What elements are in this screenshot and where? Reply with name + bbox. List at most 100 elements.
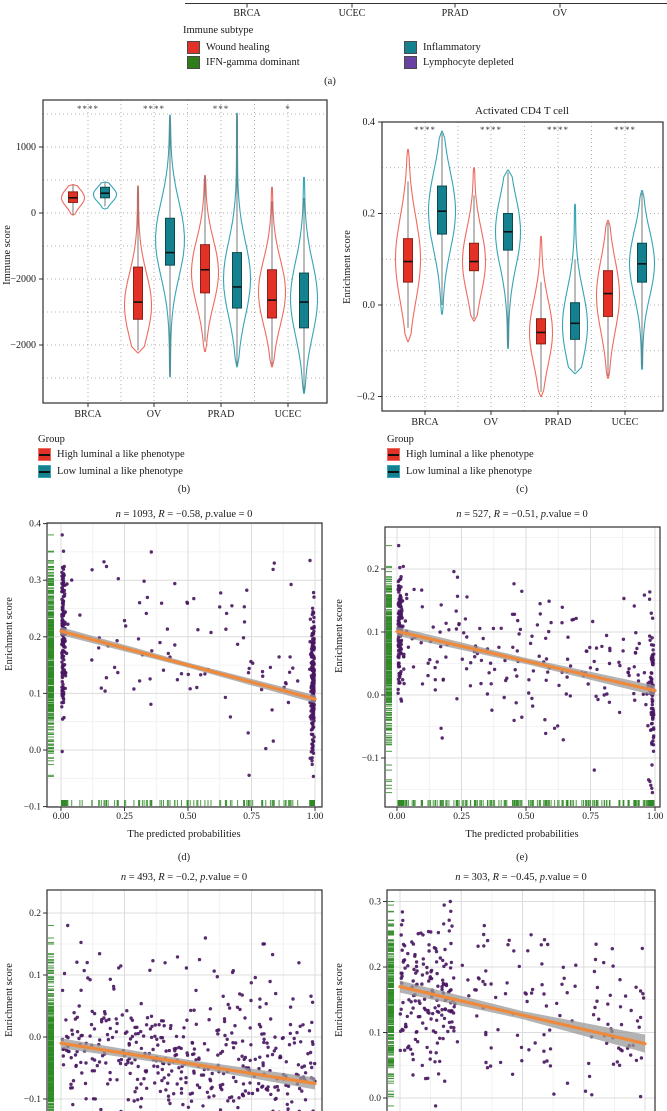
boxplot-box	[570, 302, 580, 340]
significance-stars: ***	[213, 104, 230, 114]
significance-stars: ****	[547, 125, 569, 135]
panel-a-letter: (a)	[324, 76, 336, 87]
regression-line	[59, 629, 317, 701]
boxplot-box	[469, 242, 479, 272]
panel-d-scatter-plot: 0.4 0.3 0.2 0.1 0.0 −0.1 0.00 0.25 0.50 0.75 1.00 T…	[4, 509, 324, 840]
boxplot-box	[536, 318, 546, 345]
violin-ov-red	[123, 185, 153, 354]
wound-healing-swatch-icon	[187, 41, 200, 54]
x-axis-tick-label: 0.00	[53, 812, 70, 822]
plot-frame	[384, 526, 661, 808]
rug-marks	[48, 534, 315, 806]
violin-brca-red	[60, 184, 86, 216]
y-axis-tick-label: 0.0	[363, 300, 376, 311]
y-axis-tick-label: 0.2	[29, 633, 41, 643]
top-axis-category-label: OV	[553, 8, 568, 19]
panel-c-letter: (c)	[516, 484, 528, 495]
x-axis-title: The predicted probabilities	[127, 829, 240, 840]
boxplot-box	[267, 269, 277, 319]
panel-f-scatter-plot: 0.2 0.1 0.0 −0.1 Enrichment score n = 493, R …	[4, 872, 323, 1111]
group-legend-c: Group High luminal a like phenotype Low …	[387, 434, 534, 479]
panel-a-axis-strip: BRCA UCEC PRAD OV	[185, 3, 667, 19]
y-axis-tick-label: 0.2	[369, 963, 381, 973]
low-luminal-boxplot-icon	[387, 465, 400, 478]
group-legend-b: Group High luminal a like phenotype Low …	[38, 434, 185, 479]
group-legend-title: Group	[38, 434, 65, 445]
x-axis-tick-label: 0.75	[582, 812, 599, 822]
legend-item-low-luminal: Low luminal a like phenotype	[387, 464, 534, 479]
x-axis-tick-label: 1.00	[307, 812, 324, 822]
x-axis-tick-label: 1.00	[647, 812, 664, 822]
gridlines	[387, 890, 655, 1111]
x-axis-category-label: OV	[484, 417, 499, 428]
panel-title: n = 493, R = −0.2, p.value = 0	[121, 872, 247, 883]
y-axis-tick-label: 0.0	[29, 1033, 41, 1043]
scatter-points	[398, 899, 646, 1108]
y-axis-title: Enrichment score	[4, 963, 15, 1037]
high-luminal-boxplot-icon	[387, 448, 400, 461]
y-axis-title: Enrichment score	[334, 963, 345, 1037]
boxplot-box	[133, 266, 143, 320]
rug-marks	[386, 545, 655, 806]
violin-ucec-red	[595, 219, 621, 379]
legend-label: Inflammatory	[423, 42, 481, 53]
significance-stars: ****	[480, 125, 502, 135]
panel-e-letter: (e)	[516, 852, 528, 863]
x-axis-tick-label: 0.50	[180, 812, 197, 822]
violin-prad-teal	[222, 112, 252, 368]
significance-stars: ****	[77, 104, 99, 114]
x-axis-category-label: BRCA	[74, 409, 102, 420]
legend-item-wound-healing: Wound healing	[187, 40, 270, 55]
y-axis-title: Enrichment score	[4, 597, 15, 671]
legend-item-inflammatory: Inflammatory	[404, 40, 481, 55]
plot-frame	[381, 121, 664, 412]
regression-line	[395, 629, 657, 693]
violin-ucec-teal	[628, 190, 656, 370]
y-axis-tick-label: 0.1	[369, 1029, 381, 1039]
legend-item-ifn-gamma: IFN-gamma dominant	[187, 55, 300, 70]
gridlines	[382, 121, 663, 411]
x-axis-category-label: PRAD	[208, 409, 235, 420]
y-axis-tick-label: 0	[31, 208, 36, 219]
panel-title: n = 1093, R = −0.58, p.value = 0	[116, 509, 253, 520]
panel-title: n = 303, R = −0.45, p.value = 0	[455, 872, 587, 883]
scatter-points	[60, 533, 316, 779]
legend-item-lymphocyte-depleted: Lymphocyte depleted	[404, 55, 514, 70]
y-axis-title: Enrichment score	[342, 230, 353, 304]
legend-item-high-luminal: High luminal a like phenotype	[387, 447, 534, 462]
plot-frame	[42, 99, 328, 404]
violin-prad-teal	[561, 203, 589, 375]
legend-label: Low luminal a like phenotype	[406, 466, 532, 477]
y-axis-tick-label: −0.2	[357, 392, 375, 403]
legend-label: High luminal a like phenotype	[57, 449, 185, 460]
boxplot-box	[232, 252, 242, 309]
violin-prad-red	[528, 235, 554, 398]
legend-label: High luminal a like phenotype	[406, 449, 534, 460]
y-axis-title: Enrichment score	[334, 599, 345, 673]
rug-marks	[48, 925, 54, 1111]
plot-frame	[386, 889, 656, 1111]
rug-marks	[388, 901, 394, 1107]
plot-frame	[46, 522, 323, 808]
panel-title: Activated CD4 T cell	[475, 105, 569, 117]
regression-line	[59, 1041, 317, 1086]
immune-subtype-legend-title: Immune subtype	[183, 25, 254, 36]
x-axis-tick-label: 0.00	[389, 812, 406, 822]
boxplot-box	[165, 217, 175, 266]
y-axis-tick-label: 0.0	[367, 691, 379, 701]
panel-b-letter: (b)	[177, 484, 191, 495]
x-axis-category-label: BRCA	[411, 417, 439, 428]
panel-d-letter: (d)	[177, 852, 191, 863]
y-axis-tick-label: 0.1	[29, 971, 41, 981]
plot-frame	[46, 889, 323, 1111]
y-axis-tick-label: 1000	[16, 142, 36, 153]
violin-ov-teal	[155, 114, 185, 378]
y-axis-tick-label: −0.1	[24, 803, 41, 813]
violin-ucec-teal	[289, 176, 319, 394]
top-axis-category-label: BRCA	[233, 8, 261, 19]
top-axis-category-label: PRAD	[442, 8, 469, 19]
y-axis-tick-label: 0.4	[29, 520, 41, 530]
x-axis-tick-label: 0.75	[243, 812, 260, 822]
gridlines	[43, 100, 327, 403]
